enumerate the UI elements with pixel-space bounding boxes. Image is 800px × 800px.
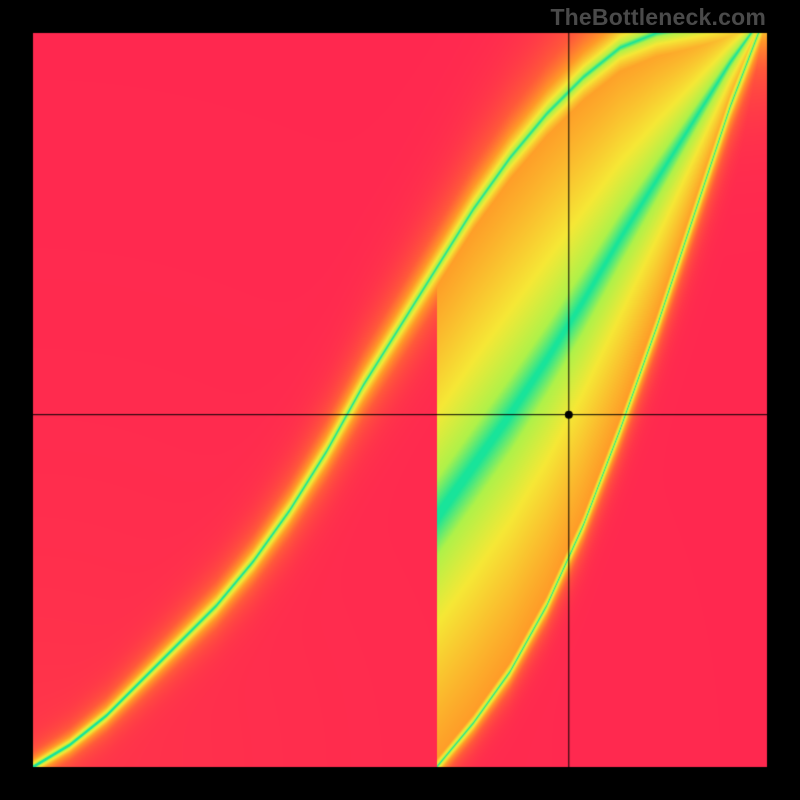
chart-container: TheBottleneck.com [0,0,800,800]
bottleneck-heatmap [0,0,800,800]
watermark-text: TheBottleneck.com [550,4,766,31]
